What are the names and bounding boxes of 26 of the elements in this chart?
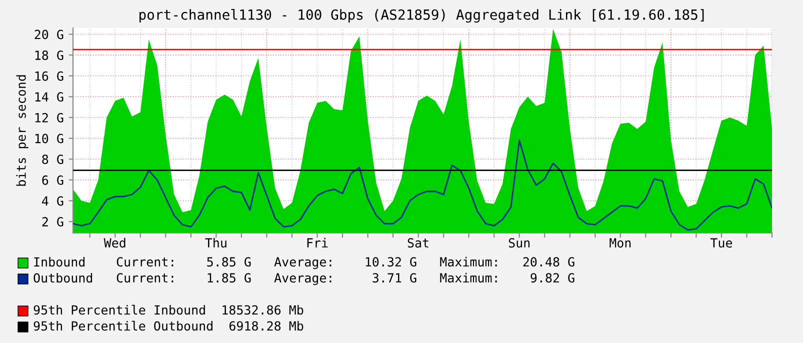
y-tick-label: 2 G	[42, 217, 64, 227]
line-series	[73, 140, 772, 231]
x-tick-label: Wed	[104, 238, 126, 248]
legend-label: Inbound	[34, 256, 85, 267]
y-tick-label: 12 G	[35, 112, 64, 122]
y-tick-label: 20 G	[34, 30, 64, 40]
y-tick-label: 10 G	[35, 134, 64, 144]
y-tick-label: 14 G	[35, 92, 64, 102]
x-tick-label: Thu	[205, 238, 226, 248]
x-tick-label: Sat	[408, 238, 428, 248]
legend-label: Outbound	[34, 272, 92, 283]
legend-label: 95th Percentile Inbound 18532.86 Mb	[34, 304, 304, 315]
y-tick-label: 6 G	[42, 175, 64, 185]
text: Current: 5.85 G Average: 10.32 G Maximum: 20.48 G	[116, 256, 574, 270]
y-tick-label: 4 G	[42, 196, 64, 206]
x-tick-label: Tue	[710, 238, 732, 248]
chart-title: port-channel1130 - 100 Gbps (AS21859) Aggregated Link [61.19.60.185]	[139, 9, 704, 23]
x-tick-label: Mon	[610, 238, 631, 248]
y-axis-title: bits per second	[16, 75, 28, 186]
x-tick-label: Sun	[508, 238, 530, 248]
x-tick-label: Fri	[307, 238, 328, 248]
y-tick-label: 8 G	[42, 154, 64, 164]
y-tick-label: 16 G	[35, 71, 64, 81]
text: Current: 1.85 G Average: 3.71 G Maximum: 9.82 G	[116, 272, 574, 286]
legend-label: 95th Percentile Outbound 6918.28 Mb	[34, 320, 304, 331]
y-tick-label: 18 G	[35, 50, 64, 60]
